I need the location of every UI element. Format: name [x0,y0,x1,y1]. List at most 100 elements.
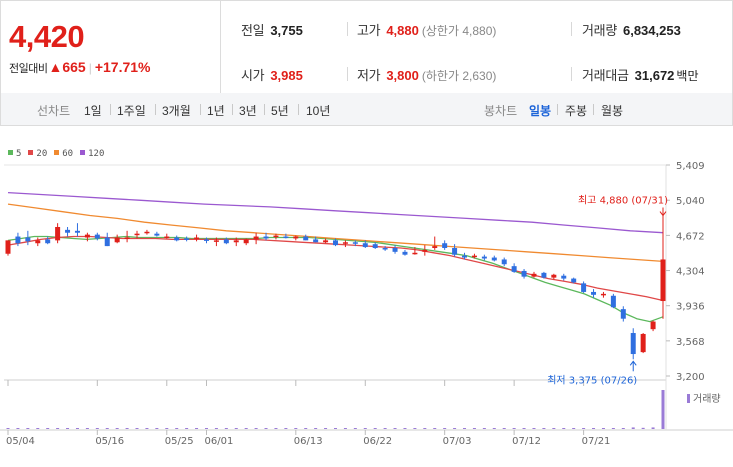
candle [551,274,557,278]
period-10y-button[interactable]: 10년 [306,104,331,118]
x-tick-label: 06/22 [363,436,392,447]
candle [253,236,259,240]
candle [233,240,239,243]
candle [313,239,319,243]
candle [124,237,130,239]
candle [382,248,388,250]
volume-bar [155,428,159,429]
volume-bar [204,428,208,429]
volume-bar [463,428,467,429]
volume-bar [532,428,536,429]
candle [15,236,21,244]
volume-bar [125,428,129,429]
candle [392,248,398,252]
high-cell: 고가 4,880 (상한가 4,880) [357,23,497,38]
period-1d-button[interactable]: 1일 [84,104,102,118]
candle [5,240,11,254]
candle [154,233,160,236]
legend-ma20: 20 [28,149,47,159]
candle [273,235,279,238]
candle [323,240,329,243]
volume-bar [75,428,79,429]
turnover-cell: 거래대금 31,672 백만 [582,65,699,84]
volume-bar [413,428,417,429]
upper-limit-value: 4,880 [462,24,493,38]
candle [84,234,90,238]
candle [65,229,71,233]
period-3y-button[interactable]: 3년 [239,104,257,118]
x-tick-label: 05/04 [6,436,35,447]
volume-bar [56,428,60,429]
candle [511,266,517,272]
change-amount: 665 [62,59,86,75]
volume-bar [651,427,655,429]
legend-ma60: 60 [54,149,73,159]
min-label: 최저 3,375 (07/26) [547,374,637,386]
candle [164,236,170,239]
candle [571,278,577,283]
legend-swatch [80,150,86,155]
candle [402,251,408,255]
candle [45,239,51,244]
candle [372,244,378,249]
candle [620,309,626,319]
y-tick-label: 4,672 [676,231,705,242]
candle [134,233,140,236]
legend-swatch [28,150,34,155]
volume-bar [423,428,427,429]
volume-bar [562,428,566,429]
candle-weekly-button[interactable]: 주봉 [565,104,588,118]
divider [298,104,299,115]
volume-bar [383,428,387,429]
candle-daily-button[interactable]: 일봉 [529,104,552,118]
candle [501,259,507,265]
divider [557,104,558,115]
volume-bar [373,428,377,429]
prev-close-value: 3,755 [270,23,303,38]
volume-bar [661,390,665,429]
volume-bar [482,428,486,429]
volume-bar [641,427,645,429]
candle [144,231,150,234]
volume-bars: 거래량 [6,390,721,429]
x-tick-label: 07/03 [443,436,472,447]
open-label: 시가 [241,68,265,83]
volume-bar [522,428,526,429]
period-5y-button[interactable]: 5년 [271,104,289,118]
ma60-line [7,203,664,263]
turnover-value: 31,672 [634,68,675,83]
volume-bar [224,428,228,429]
period-3m-button[interactable]: 3개월 [162,104,191,118]
y-tick-label: 3,936 [676,302,705,313]
period-1w-button[interactable]: 1주일 [117,104,146,118]
candle [352,242,358,244]
volume-bar [46,428,50,429]
annotations: 최고 4,880 (07/31) 최저 3,375 (07/26) [547,195,668,387]
volume-bar [393,428,397,429]
up-arrow-icon: ▲ [48,59,63,75]
period-1y-button[interactable]: 1년 [207,104,225,118]
candle-monthly-button[interactable]: 월봉 [601,104,624,118]
divider [110,104,111,115]
lower-limit-value: 2,630 [462,69,493,83]
candle [541,272,547,278]
y-tick-label: 5,409 [676,161,705,172]
candle [74,230,80,233]
volume-legend-swatch [687,394,690,403]
volume-bar [214,428,218,429]
candle [491,257,497,261]
lower-limit-label: 하한가 [425,69,459,83]
candle [213,240,219,242]
x-axis: 05/04 05/16 05/25 06/01 06/13 06/22 07/03 07/12… [6,380,610,447]
divider [571,22,572,36]
volume-bar [502,428,506,429]
candle [184,238,190,240]
volume-bar [592,428,596,429]
prev-close-label: 전일 [241,23,265,38]
volume-bar [26,428,30,429]
divider [264,104,265,115]
candle [35,240,41,244]
volume-bar [175,428,179,429]
